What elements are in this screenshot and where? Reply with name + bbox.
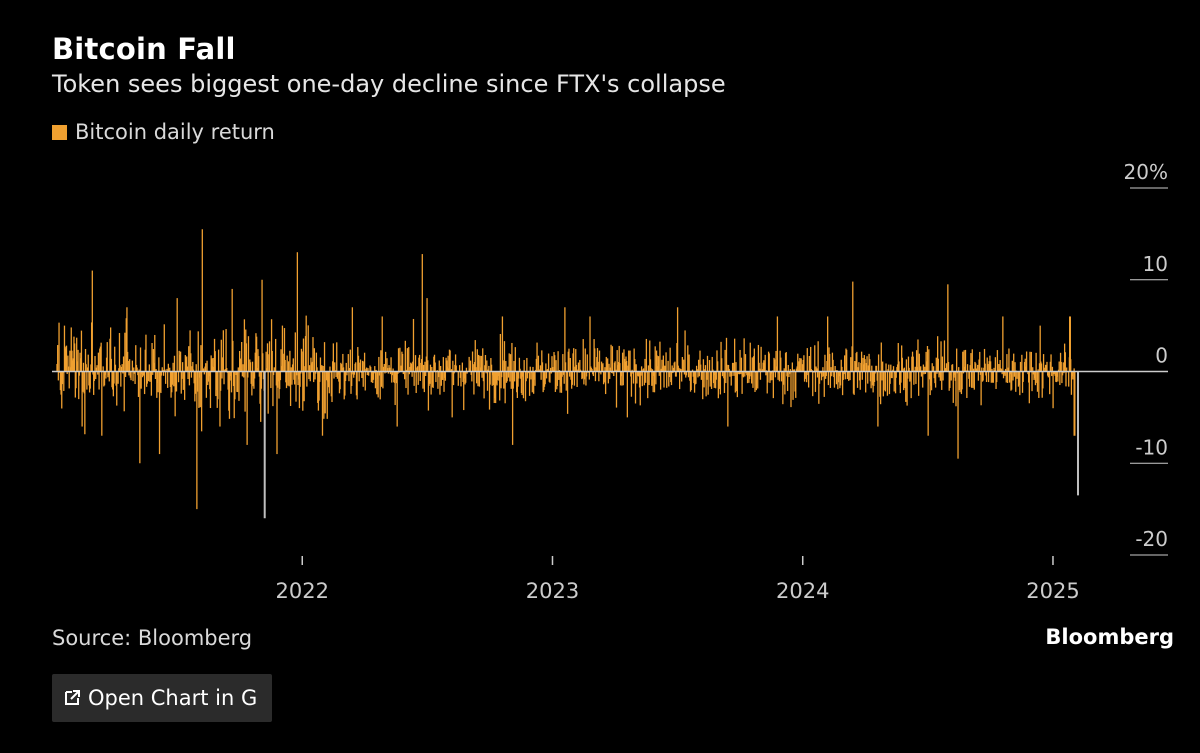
open-chart-button[interactable]: Open Chart in G xyxy=(52,674,272,722)
return-bars xyxy=(56,229,1076,510)
source-note: Source: Bloomberg xyxy=(52,626,253,650)
x-tick-label: 2024 xyxy=(776,579,829,603)
chart-title: Bitcoin Fall xyxy=(52,32,236,66)
legend-label: Bitcoin daily return xyxy=(75,120,275,144)
highlight-bars xyxy=(52,316,1168,519)
y-tick-label: -20 xyxy=(1135,527,1168,551)
chart-legend: Bitcoin daily return xyxy=(52,120,275,144)
chart-subtitle: Token sees biggest one-day decline since… xyxy=(52,70,726,98)
y-tick-label: 0 xyxy=(1155,344,1168,368)
legend-swatch xyxy=(52,124,67,140)
x-tick-label: 2025 xyxy=(1026,579,1079,603)
bloomberg-logo: Bloomberg xyxy=(1045,625,1174,649)
y-tick-label: 20% xyxy=(1124,160,1168,184)
y-tick-label: 10 xyxy=(1143,252,1168,276)
external-link-icon xyxy=(65,690,80,705)
x-axis: 2022 2023 2024 2025 xyxy=(276,556,1080,603)
x-tick-label: 2023 xyxy=(526,579,579,603)
y-axis: 20% 10 0 -10 -20 xyxy=(1124,160,1168,556)
open-chart-label: Open Chart in G xyxy=(88,686,258,710)
x-tick-label: 2022 xyxy=(276,579,329,603)
y-tick-label: -10 xyxy=(1135,435,1168,459)
